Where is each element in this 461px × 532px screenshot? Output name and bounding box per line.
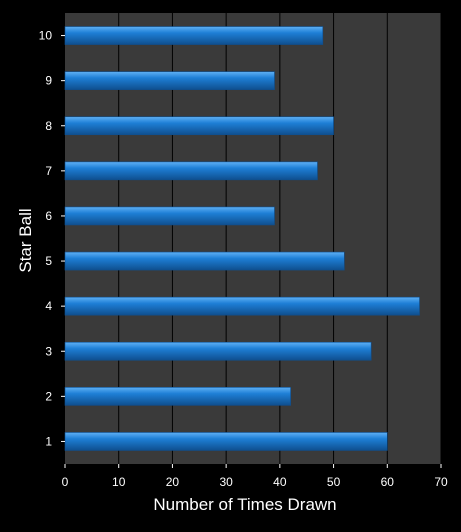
bar-2 xyxy=(64,387,291,406)
y-tick-label-1: 1 xyxy=(45,434,52,448)
x-axis-title: Number of Times Drawn xyxy=(153,495,336,514)
bar-4 xyxy=(64,296,420,316)
y-tick-label-4: 4 xyxy=(45,299,52,313)
y-axis-title: Star Ball xyxy=(16,208,35,272)
y-tick-label-7: 7 xyxy=(45,164,52,178)
axes: 1 2 3 4 5 6 7 8 9 10 0 10 20 30 40 50 60 70 xyxy=(39,29,448,489)
x-tick-label-10: 10 xyxy=(112,475,126,489)
y-tick-label-5: 5 xyxy=(45,254,52,268)
y-tick-label-8: 8 xyxy=(45,119,52,133)
bar-10 xyxy=(64,26,324,45)
bars xyxy=(64,26,420,451)
x-tick-label-70: 70 xyxy=(434,475,448,489)
bar-3 xyxy=(64,341,372,361)
x-tick-label-20: 20 xyxy=(166,475,180,489)
x-tick-label-0: 0 xyxy=(62,475,69,489)
bar-5 xyxy=(64,251,345,271)
x-tick-label-60: 60 xyxy=(381,475,395,489)
bar-1 xyxy=(64,432,388,451)
bar-6 xyxy=(64,206,275,226)
y-tick-label-6: 6 xyxy=(45,209,52,223)
y-tick-label-2: 2 xyxy=(45,389,52,403)
x-tick-label-40: 40 xyxy=(273,475,287,489)
x-tick-label-30: 30 xyxy=(219,475,233,489)
y-tick-label-3: 3 xyxy=(45,344,52,358)
x-tick-label-50: 50 xyxy=(327,475,341,489)
bar-7 xyxy=(64,161,318,181)
bar-8 xyxy=(64,116,334,136)
y-tick-label-9: 9 xyxy=(45,74,52,88)
bar-9 xyxy=(64,71,275,90)
y-tick-label-10: 10 xyxy=(39,29,53,43)
